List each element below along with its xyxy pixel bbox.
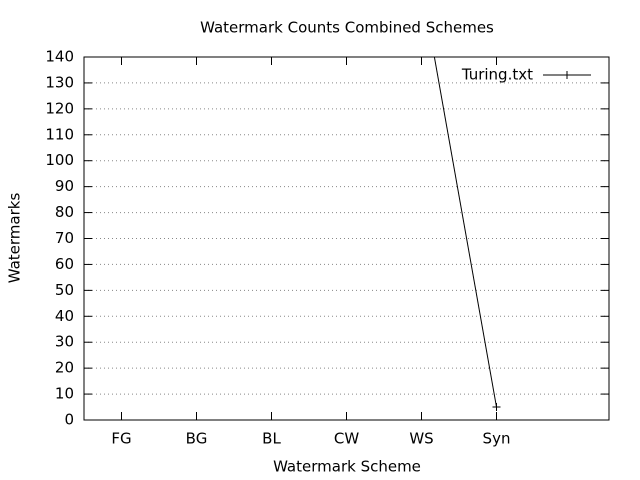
y-tick-label: 100 [45,151,74,169]
y-tick-label: 20 [55,359,74,377]
y-tick-label: 90 [55,177,74,195]
y-tick-label: 0 [64,411,74,429]
legend-label: Turing.txt [461,66,533,84]
chart-title: Watermark Counts Combined Schemes [200,19,494,37]
x-axis-label: Watermark Scheme [273,458,421,476]
x-tick-label: Syn [483,430,511,448]
x-tick-label: BL [262,430,281,448]
plot-border [83,56,610,421]
y-tick-label: 10 [55,385,74,403]
y-tick-label: 70 [55,229,74,247]
x-tick-label: CW [334,430,359,448]
y-tick-label: 140 [45,48,74,66]
y-tick-label: 80 [55,203,74,221]
y-tick-label: 50 [55,281,74,299]
x-tick-label: WS [409,430,433,448]
y-axis-label: Watermarks [6,193,24,284]
x-tick-label: BG [186,430,208,448]
y-tick-label: 30 [55,333,74,351]
y-tick-label: 130 [45,73,74,91]
y-tick-label: 110 [45,125,74,143]
y-tick-label: 40 [55,307,74,325]
y-tick-label: 60 [55,255,74,273]
x-tick-label: FG [111,430,131,448]
data-point [492,403,501,412]
y-tick-label: 120 [45,99,74,117]
plot-area [433,57,501,412]
series-line [433,57,497,408]
